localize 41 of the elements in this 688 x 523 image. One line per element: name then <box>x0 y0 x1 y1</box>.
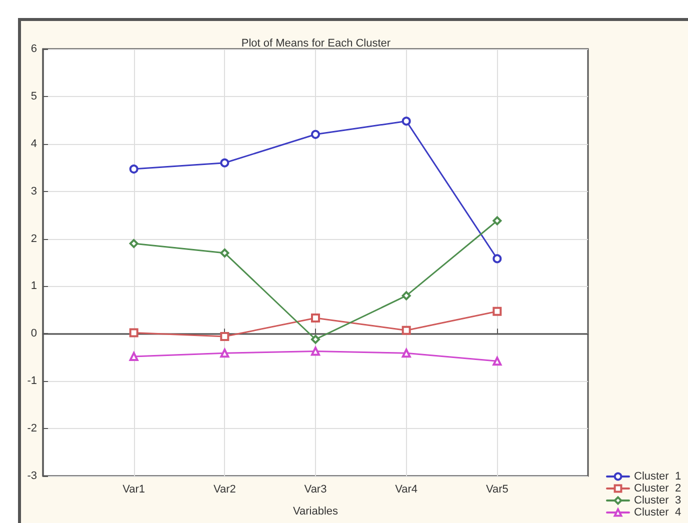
point <box>492 356 502 366</box>
point <box>402 116 411 126</box>
x-tick-label: Var3 <box>304 484 327 496</box>
legend-label: Cluster 4 <box>634 506 682 518</box>
point <box>492 216 502 226</box>
y-tick-label: -2 <box>27 422 37 435</box>
point <box>220 348 230 358</box>
point <box>402 326 411 335</box>
point <box>402 291 411 300</box>
legend-label: Cluster 2 <box>634 482 682 494</box>
point <box>220 332 230 342</box>
y-tick-label: -1 <box>27 375 37 388</box>
point <box>402 348 411 358</box>
x-tick-label: Var2 <box>213 484 236 496</box>
x-tick-label: Var4 <box>395 484 418 496</box>
point <box>311 130 320 139</box>
point <box>311 346 320 356</box>
x-tick-label: Var5 <box>486 484 508 496</box>
y-tick-label: 3 <box>30 185 37 198</box>
chart-title: Plot of Means for Each Cluster <box>241 38 391 50</box>
point <box>129 164 138 174</box>
point <box>492 254 502 264</box>
point <box>492 306 502 316</box>
point <box>129 328 138 338</box>
y-tick-label: 2 <box>30 232 37 245</box>
y-tick-label: 1 <box>30 280 37 292</box>
x-axis-title: Variables <box>292 506 339 518</box>
point <box>129 352 138 361</box>
legend-label: Cluster 3 <box>634 494 682 506</box>
point <box>311 314 320 323</box>
y-tick-label: 5 <box>30 90 37 102</box>
point <box>129 239 138 248</box>
point <box>311 334 320 344</box>
y-tick-label: -3 <box>27 470 37 482</box>
legend-label: Cluster 1 <box>634 470 682 482</box>
y-tick-label: 0 <box>30 328 37 340</box>
point <box>220 248 230 258</box>
x-tick-label: Var1 <box>122 484 146 496</box>
y-tick-label: 6 <box>30 43 37 55</box>
y-tick-label: 4 <box>30 138 37 150</box>
point <box>220 158 230 168</box>
